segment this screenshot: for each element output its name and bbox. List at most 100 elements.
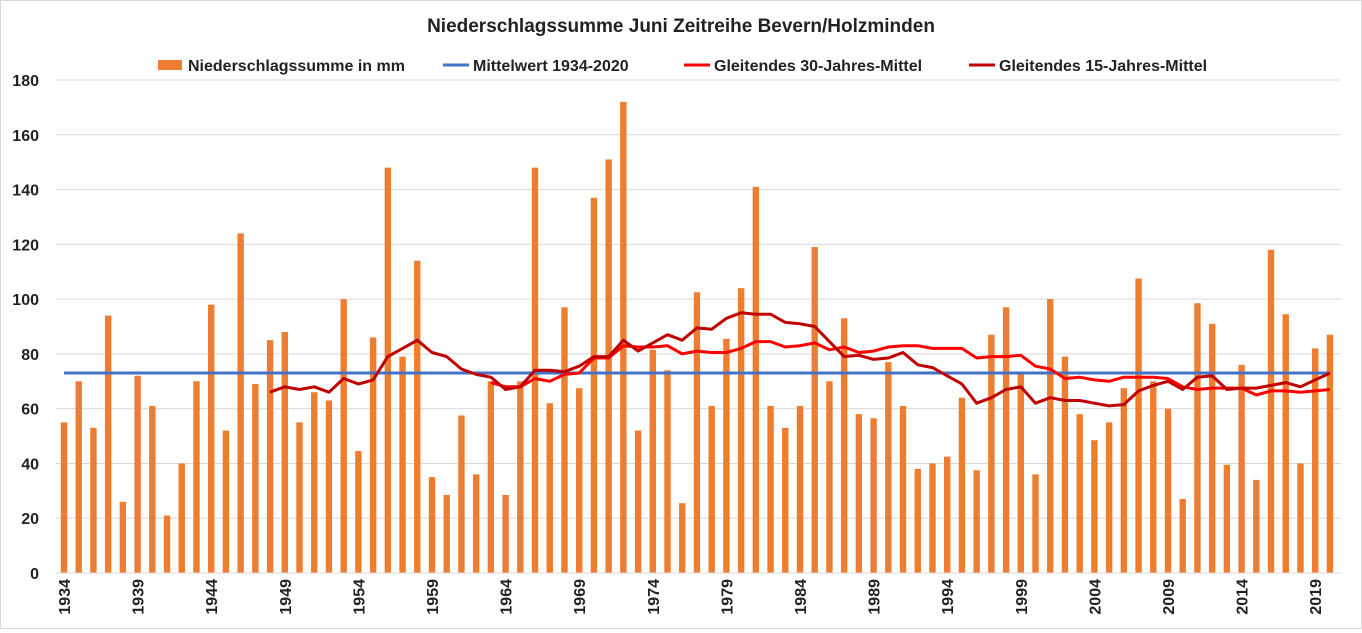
bar-1950 — [296, 422, 303, 573]
bar-2008 — [1150, 381, 1157, 573]
bar-1953 — [340, 299, 347, 573]
bar-2019 — [1312, 348, 1319, 573]
bar-1944 — [208, 304, 215, 573]
x-tick-label: 1974 — [646, 579, 663, 615]
bar-1960 — [443, 494, 450, 573]
bar-1988 — [855, 414, 863, 573]
bar-2007 — [1135, 278, 1142, 573]
x-tick-label: 2019 — [1308, 579, 1325, 615]
bar-1972 — [620, 101, 627, 574]
bar-1991 — [899, 405, 907, 573]
y-tick-label: 180 — [12, 73, 39, 90]
x-tick-label: 1984 — [793, 579, 810, 615]
x-tick-label: 1969 — [572, 579, 589, 615]
bar-1976 — [679, 503, 686, 573]
bar-1955 — [369, 337, 377, 573]
bar-1938 — [119, 501, 127, 573]
y-tick-label: 100 — [12, 292, 39, 309]
y-tick-label: 140 — [12, 183, 39, 200]
y-tick-label: 80 — [21, 347, 39, 364]
bar-1964 — [502, 494, 509, 573]
legend-label: Gleitendes 15-Jahres-Mittel — [999, 58, 1207, 75]
x-tick-label: 2004 — [1087, 579, 1104, 615]
bar-2004 — [1091, 440, 1098, 573]
bar-2000 — [1032, 474, 1039, 573]
bar-1989 — [870, 418, 877, 573]
legend-label: Niederschlagssumme in mm — [188, 58, 405, 75]
bar-1934 — [60, 422, 68, 573]
bar-1967 — [546, 403, 553, 573]
bar-1992 — [914, 468, 921, 573]
bar-1942 — [178, 463, 185, 573]
bar-1996 — [973, 470, 980, 573]
bar-1959 — [428, 477, 436, 573]
bar-2018 — [1297, 463, 1304, 573]
bar-1940 — [149, 405, 156, 573]
bar-2009 — [1164, 408, 1172, 573]
bar-1977 — [693, 292, 701, 573]
bar-1974 — [649, 349, 656, 573]
bar-1973 — [634, 430, 642, 573]
bar-2020 — [1326, 334, 1334, 573]
x-tick-label: 1954 — [351, 579, 368, 615]
bar-1943 — [193, 381, 200, 573]
legend-label: Mittelwert 1934-2020 — [473, 58, 629, 75]
bar-2012 — [1208, 323, 1216, 573]
bar-2001 — [1047, 299, 1054, 573]
bar-1999 — [1017, 373, 1024, 573]
bar-1948 — [266, 340, 274, 573]
y-tick-label: 160 — [12, 128, 39, 145]
bar-1941 — [163, 515, 171, 573]
x-tick-label: 1934 — [57, 579, 74, 615]
bar-2002 — [1061, 356, 1069, 573]
legend: Niederschlagssumme in mm Mittelwert 1934-… — [158, 58, 1207, 75]
bar-1994 — [944, 456, 951, 573]
x-tick-label: 1989 — [867, 579, 884, 615]
x-tick-label: 1939 — [131, 579, 148, 615]
x-tick-label: 2014 — [1235, 579, 1252, 615]
bar-1965 — [517, 381, 524, 573]
moving-avg-15-line — [269, 311, 1331, 408]
bar-2003 — [1076, 414, 1083, 573]
bar-1986 — [826, 381, 833, 573]
bar-1936 — [90, 427, 97, 573]
bar-1981 — [752, 186, 760, 574]
bar-1978 — [708, 405, 715, 573]
bar-1954 — [355, 451, 362, 573]
bar-1949 — [281, 331, 288, 573]
bar-1980 — [737, 288, 745, 573]
bar-2015 — [1253, 479, 1260, 573]
x-tick-label: 1944 — [204, 579, 221, 615]
bar-1998 — [1002, 307, 1010, 573]
bar-1982 — [767, 405, 774, 573]
bar-1997 — [988, 334, 995, 573]
bar-1995 — [958, 397, 966, 573]
bar-1961 — [458, 415, 465, 573]
x-tick-label: 1999 — [1014, 579, 1031, 615]
bar-2013 — [1223, 464, 1231, 573]
x-tick-label: 1964 — [499, 579, 516, 615]
x-tick-label: 1994 — [940, 579, 957, 615]
bar-1970 — [590, 197, 598, 573]
bar-1957 — [399, 356, 406, 573]
y-tick-label: 20 — [21, 511, 39, 528]
y-tick-label: 120 — [12, 237, 39, 254]
y-tick-label: 0 — [30, 566, 39, 583]
bar-2017 — [1282, 314, 1289, 573]
bar-1947 — [252, 384, 259, 573]
bar-1990 — [885, 362, 892, 573]
bar-1937 — [104, 315, 112, 573]
bar-1939 — [134, 375, 141, 573]
chart-title: Niederschlagssumme Juni Zeitreihe Bevern… — [427, 16, 935, 37]
bar-1993 — [929, 463, 936, 573]
bar-1935 — [75, 381, 82, 573]
bar-1979 — [723, 338, 730, 573]
x-tick-label: 2009 — [1161, 579, 1178, 615]
x-tick-label: 1979 — [719, 579, 736, 615]
y-tick-label: 40 — [21, 456, 39, 473]
bar-1975 — [664, 370, 671, 573]
bar-2011 — [1194, 303, 1201, 573]
bar-1952 — [325, 400, 333, 573]
